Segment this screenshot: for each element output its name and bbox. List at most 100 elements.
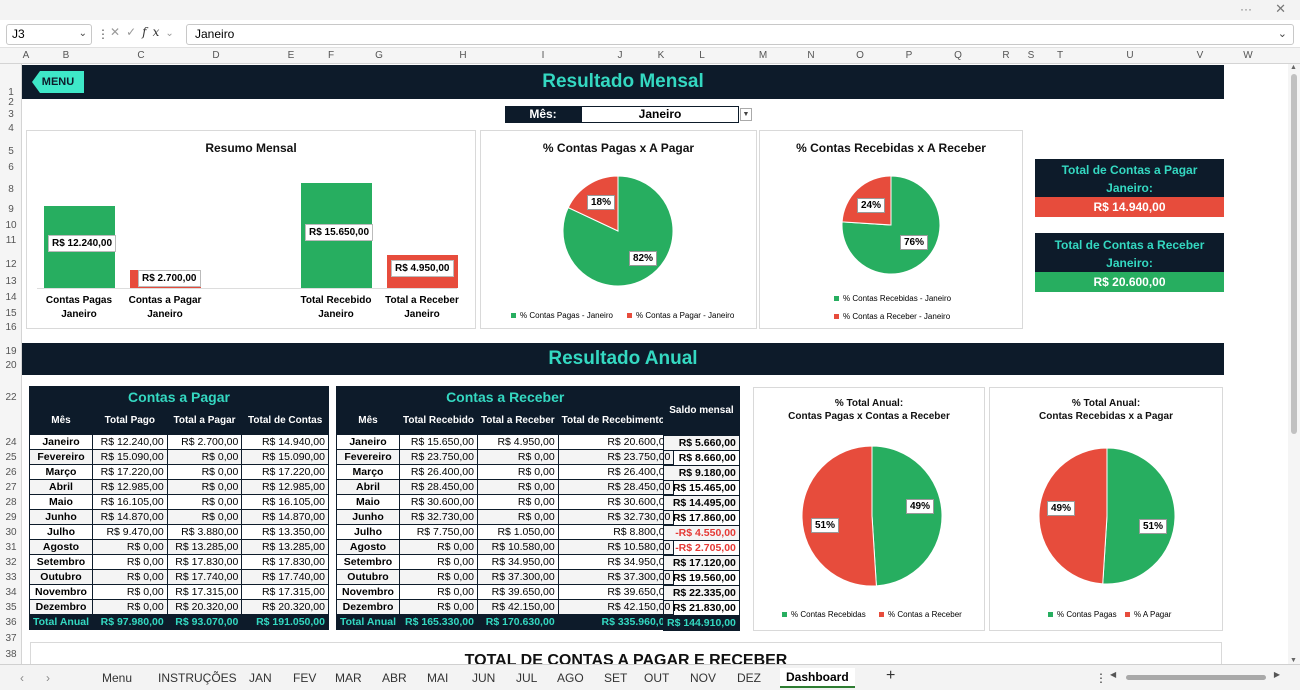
- scroll-left-icon[interactable]: ◀: [1110, 670, 1117, 679]
- table-cell[interactable]: R$ 17.120,00: [663, 555, 740, 571]
- sheet-tab[interactable]: OUT: [644, 671, 670, 685]
- table-cell[interactable]: -R$ 2.705,00: [663, 540, 740, 556]
- table-cell[interactable]: R$ 165.330,00: [399, 614, 478, 630]
- table-cell[interactable]: R$ 15.465,00: [663, 480, 740, 496]
- row-header[interactable]: 9: [8, 204, 14, 215]
- table-cell[interactable]: R$ 14.495,00: [663, 495, 740, 511]
- scroll-thumb[interactable]: [1126, 675, 1266, 680]
- table-cell[interactable]: R$ 17.315,00: [241, 584, 329, 600]
- table-cell[interactable]: Outubro: [336, 569, 400, 585]
- row-header[interactable]: 15: [5, 308, 17, 319]
- table-cell[interactable]: R$ 30.600,00: [557, 494, 675, 510]
- sheet-tab[interactable]: FEV: [293, 671, 317, 685]
- table-cell[interactable]: R$ 20.600,00: [557, 434, 675, 450]
- more-vertical-icon[interactable]: ⋮: [1095, 671, 1107, 685]
- table-cell[interactable]: R$ 37.300,00: [557, 569, 675, 585]
- column-header[interactable]: E: [287, 50, 295, 61]
- table-cell[interactable]: Julho: [336, 524, 400, 540]
- table-cell[interactable]: R$ 17.860,00: [663, 510, 740, 526]
- menu-button[interactable]: MENU: [32, 71, 84, 93]
- table-cell[interactable]: Abril: [29, 479, 93, 495]
- table-cell[interactable]: R$ 93.070,00: [166, 614, 243, 630]
- table-cell[interactable]: Março: [336, 464, 400, 480]
- table-cell[interactable]: R$ 0,00: [92, 539, 168, 555]
- table-cell[interactable]: R$ 26.400,00: [399, 464, 478, 480]
- table-cell[interactable]: R$ 0,00: [476, 479, 559, 495]
- column-header[interactable]: O: [856, 50, 864, 61]
- scroll-right-icon[interactable]: ▶: [1273, 670, 1280, 679]
- column-header[interactable]: T: [1056, 50, 1064, 61]
- table-cell[interactable]: R$ 13.350,00: [241, 524, 329, 540]
- table-cell[interactable]: R$ 17.740,00: [241, 569, 329, 585]
- table-cell[interactable]: R$ 42.150,00: [476, 599, 559, 615]
- row-header[interactable]: 12: [5, 259, 17, 270]
- table-cell[interactable]: R$ 23.750,00: [557, 449, 675, 465]
- month-select[interactable]: Janeiro: [581, 106, 739, 123]
- table-cell[interactable]: R$ 0,00: [476, 509, 559, 525]
- row-header[interactable]: 25: [5, 452, 17, 463]
- table-cell[interactable]: R$ 15.650,00: [399, 434, 478, 450]
- table-cell[interactable]: R$ 5.660,00: [663, 435, 740, 451]
- row-header[interactable]: 4: [8, 123, 14, 134]
- chevron-down-icon[interactable]: ⌄: [165, 28, 174, 39]
- formula-input[interactable]: Janeiro ⌄: [186, 24, 1294, 45]
- table-cell[interactable]: R$ 0,00: [166, 449, 243, 465]
- table-cell[interactable]: R$ 17.220,00: [92, 464, 168, 480]
- table-cell[interactable]: Janeiro: [336, 434, 400, 450]
- sheet-tab[interactable]: INSTRUÇÕES: [158, 671, 237, 685]
- table-cell[interactable]: R$ 335.960,00: [557, 614, 675, 630]
- sheet-tab[interactable]: JUN: [472, 671, 496, 685]
- row-header[interactable]: 30: [5, 527, 17, 538]
- row-header[interactable]: 24: [5, 437, 17, 448]
- sheet-tab[interactable]: JUL: [516, 671, 538, 685]
- table-cell[interactable]: R$ 0,00: [92, 569, 168, 585]
- table-cell[interactable]: Total Anual: [336, 614, 400, 630]
- table-cell[interactable]: R$ 21.830,00: [663, 600, 740, 616]
- table-cell[interactable]: R$ 0,00: [92, 554, 168, 570]
- table-cell[interactable]: R$ 30.600,00: [399, 494, 478, 510]
- table-cell[interactable]: R$ 8.660,00: [663, 450, 740, 466]
- table-cell[interactable]: R$ 0,00: [399, 539, 478, 555]
- chevron-down-icon[interactable]: ⌄: [78, 28, 87, 39]
- table-cell[interactable]: R$ 0,00: [399, 569, 478, 585]
- table-cell[interactable]: Maio: [336, 494, 400, 510]
- column-header[interactable]: K: [657, 50, 665, 61]
- table-cell[interactable]: R$ 17.740,00: [166, 569, 243, 585]
- table-cell[interactable]: R$ 15.090,00: [92, 449, 168, 465]
- table-cell[interactable]: R$ 3.880,00: [166, 524, 243, 540]
- table-cell[interactable]: R$ 0,00: [476, 449, 559, 465]
- table-cell[interactable]: R$ 23.750,00: [399, 449, 478, 465]
- row-header[interactable]: 28: [5, 497, 17, 508]
- table-cell[interactable]: R$ 34.950,00: [557, 554, 675, 570]
- row-header[interactable]: 13: [5, 276, 17, 287]
- column-header[interactable]: L: [699, 50, 705, 61]
- table-cell[interactable]: R$ 7.750,00: [399, 524, 478, 540]
- scroll-up-icon[interactable]: ▲: [1290, 64, 1297, 71]
- table-cell[interactable]: R$ 144.910,00: [663, 615, 740, 631]
- row-header[interactable]: 34: [5, 587, 17, 598]
- table-cell[interactable]: R$ 9.470,00: [92, 524, 168, 540]
- row-header[interactable]: 20: [5, 360, 17, 371]
- name-box[interactable]: J3 ⌄: [6, 24, 92, 45]
- table-cell[interactable]: -R$ 4.550,00: [663, 525, 740, 541]
- table-cell[interactable]: R$ 17.830,00: [166, 554, 243, 570]
- table-cell[interactable]: R$ 20.320,00: [166, 599, 243, 615]
- column-header[interactable]: H: [459, 50, 467, 61]
- sheet-tab[interactable]: MAR: [335, 671, 362, 685]
- table-cell[interactable]: Janeiro: [29, 434, 93, 450]
- table-cell[interactable]: R$ 8.800,00: [557, 524, 675, 540]
- row-header[interactable]: 31: [5, 542, 17, 553]
- table-cell[interactable]: R$ 14.870,00: [92, 509, 168, 525]
- table-cell[interactable]: R$ 0,00: [399, 584, 478, 600]
- table-cell[interactable]: R$ 32.730,00: [557, 509, 675, 525]
- row-header[interactable]: 29: [5, 512, 17, 523]
- table-cell[interactable]: Julho: [29, 524, 93, 540]
- row-header[interactable]: 26: [5, 467, 17, 478]
- table-cell[interactable]: R$ 10.580,00: [476, 539, 559, 555]
- row-header[interactable]: 2: [8, 97, 14, 108]
- table-cell[interactable]: R$ 9.180,00: [663, 465, 740, 481]
- row-header[interactable]: 1: [8, 87, 14, 98]
- table-cell[interactable]: R$ 1.050,00: [476, 524, 559, 540]
- column-header[interactable]: J: [617, 50, 623, 61]
- row-header[interactable]: 14: [5, 292, 17, 303]
